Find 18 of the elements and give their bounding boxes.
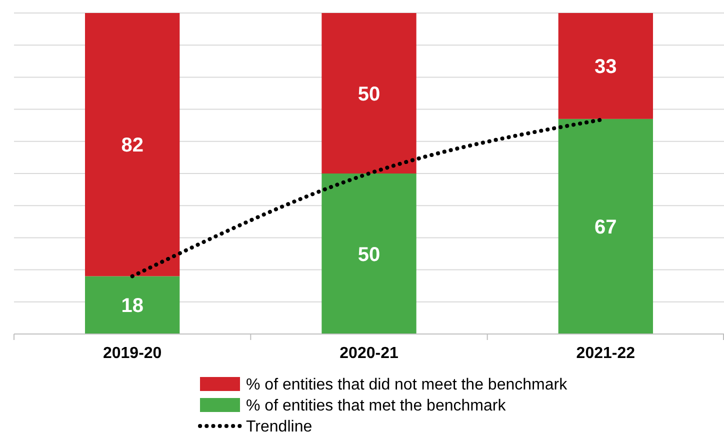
data-label: 50: [358, 244, 380, 266]
bar: [85, 276, 180, 334]
data-label: 67: [594, 216, 617, 238]
bar: [558, 118, 653, 334]
bar: [322, 174, 416, 334]
bar: [558, 13, 653, 119]
data-label: 18: [121, 295, 144, 318]
data-label: 82: [121, 134, 144, 157]
bar: [322, 13, 416, 174]
legend-label: Trendline: [246, 418, 312, 434]
data-label: 50: [358, 83, 380, 106]
x-tick-label: 2019-20: [102, 345, 162, 362]
legend-label: % of entities that did not meet the benchmark: [246, 376, 568, 394]
legend-label: % of entities that met the benchmark: [246, 398, 507, 415]
data-label: 33: [594, 56, 617, 78]
x-tick-label: 2021-22: [576, 345, 636, 362]
x-tick-label: 2020-21: [340, 345, 398, 362]
bar: [85, 13, 180, 276]
